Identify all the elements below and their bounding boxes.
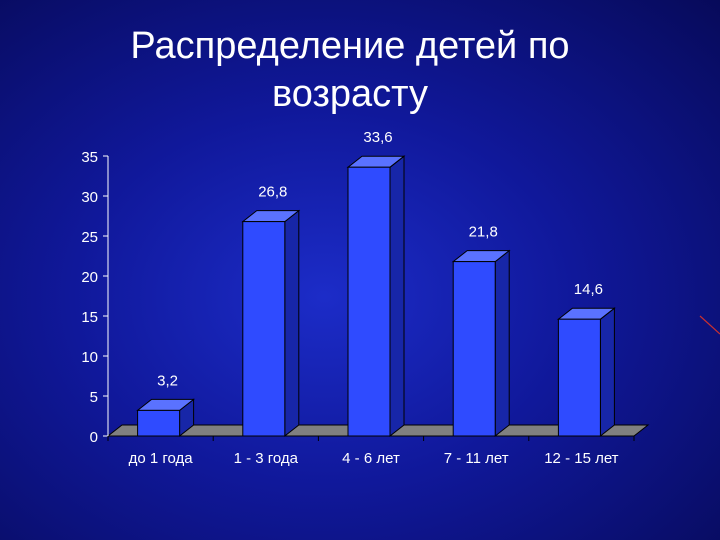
y-tick-label: 35 (81, 149, 98, 166)
y-tick-label: 20 (81, 269, 98, 286)
bar (452, 261, 496, 437)
data-label: 3,2 (157, 372, 178, 389)
slide-title: Распределение детей по возрасту (90, 22, 610, 118)
y-tick-label: 10 (81, 349, 98, 366)
y-tick-label: 25 (81, 229, 98, 246)
x-tick-label: 12 - 15 лет (544, 450, 618, 467)
bar (137, 409, 181, 437)
data-label: 33,6 (363, 129, 392, 146)
bar (557, 318, 601, 437)
x-tick-label: до 1 года (129, 450, 194, 467)
title-line-2: возрасту (272, 73, 428, 115)
x-tick-label: 7 - 11 лет (444, 450, 509, 467)
y-tick-label: 0 (90, 429, 98, 446)
y-tick-label: 15 (81, 309, 98, 326)
y-tick-label: 30 (81, 189, 98, 206)
title-line-1: Распределение детей по (130, 25, 570, 67)
data-label: 14,6 (574, 281, 603, 298)
x-tick-label: 4 - 6 лет (342, 450, 400, 467)
data-label: 26,8 (258, 184, 287, 201)
y-tick-label: 5 (90, 389, 98, 406)
bar (347, 166, 391, 437)
bar (242, 221, 286, 437)
data-label: 21,8 (469, 224, 498, 241)
x-tick-label: 1 - 3 года (234, 450, 299, 467)
